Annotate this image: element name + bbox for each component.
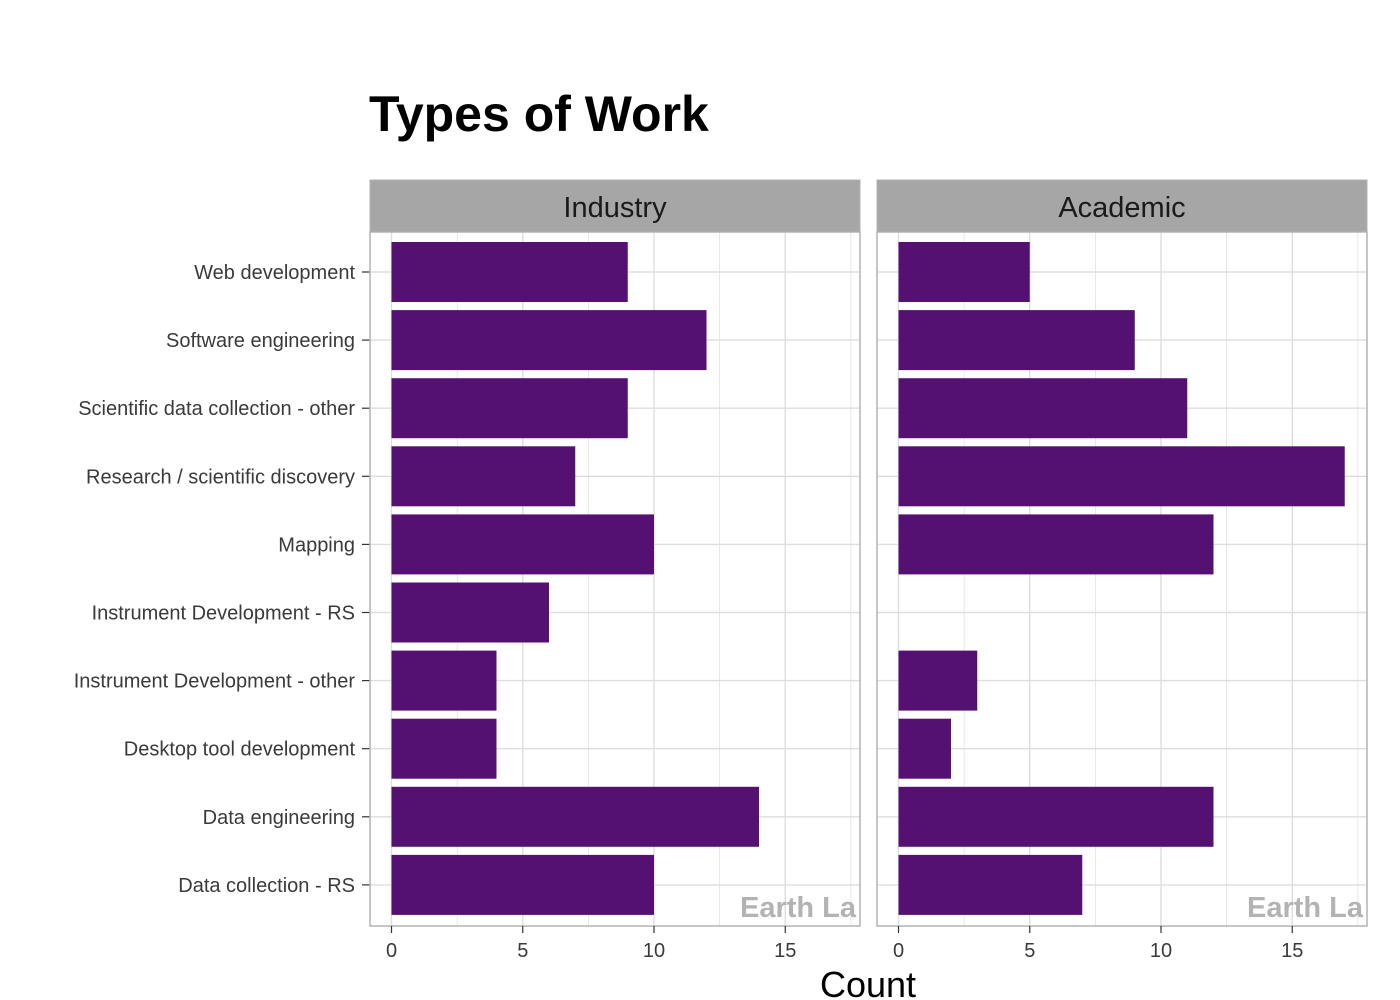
category-labels: Web development Software engineering Scien… — [74, 262, 370, 897]
facet-strip — [369, 179, 861, 233]
watermark-text: Earth La — [740, 892, 857, 924]
bar-academic-6 — [898, 650, 978, 711]
category-label: Instrument Development - RS — [92, 603, 355, 625]
x-tick-label: 15 — [774, 940, 796, 962]
facet-strip-label: Industry — [563, 192, 667, 224]
category-label: Instrument Development - other — [74, 671, 356, 693]
bar-academic-3 — [898, 446, 1345, 507]
bar-industry-3 — [391, 446, 576, 507]
bar-industry-7 — [391, 718, 497, 779]
bar-industry-9 — [391, 854, 654, 915]
bars — [391, 242, 759, 915]
x-tick-label: 5 — [1024, 940, 1035, 962]
x-tick-label: 10 — [1150, 940, 1172, 962]
bar-academic-7 — [898, 718, 951, 779]
x-tick-label: 0 — [386, 940, 397, 962]
bar-academic-8 — [898, 786, 1214, 847]
bar-industry-6 — [391, 650, 497, 711]
category-label: Desktop tool development — [124, 739, 356, 761]
bar-academic-2 — [898, 378, 1188, 439]
bar-industry-1 — [391, 310, 707, 371]
facet-panel-industry: Earth La Industry 0 5 10 15 — [369, 179, 861, 962]
facet-strip-label: Academic — [1058, 192, 1185, 224]
bar-academic-0 — [898, 242, 1030, 302]
bar-industry-4 — [391, 514, 654, 575]
facet-strip — [876, 179, 1368, 233]
x-tick-label: 10 — [643, 940, 665, 962]
category-label: Web development — [194, 262, 355, 284]
bars — [898, 242, 1345, 915]
x-tick-label: 15 — [1281, 940, 1303, 962]
category-label: Data collection - RS — [178, 875, 355, 897]
bar-academic-1 — [898, 310, 1135, 371]
x-axis-title: Count — [820, 964, 916, 1000]
x-tick-label: 5 — [517, 940, 528, 962]
category-label: Software engineering — [166, 330, 355, 352]
watermark-text: Earth La — [1247, 892, 1364, 924]
bar-academic-4 — [898, 514, 1214, 575]
bar-industry-5 — [391, 582, 549, 643]
category-label: Scientific data collection - other — [78, 398, 355, 420]
category-label: Mapping — [278, 534, 355, 556]
bar-industry-0 — [391, 242, 628, 302]
category-label: Research / scientific discovery — [86, 466, 355, 488]
bar-academic-9 — [898, 854, 1083, 915]
bar-industry-8 — [391, 786, 759, 847]
x-tick-label: 0 — [893, 940, 904, 962]
facet-panel-academic: Earth La Academic 0 5 10 15 — [876, 179, 1368, 962]
chart-title: Types of Work — [369, 86, 709, 142]
facet-panels: Earth La Industry 0 5 10 15 Earth La Academic 0 5… — [369, 179, 1368, 962]
category-label: Data engineering — [203, 807, 355, 829]
bar-industry-2 — [391, 378, 628, 439]
